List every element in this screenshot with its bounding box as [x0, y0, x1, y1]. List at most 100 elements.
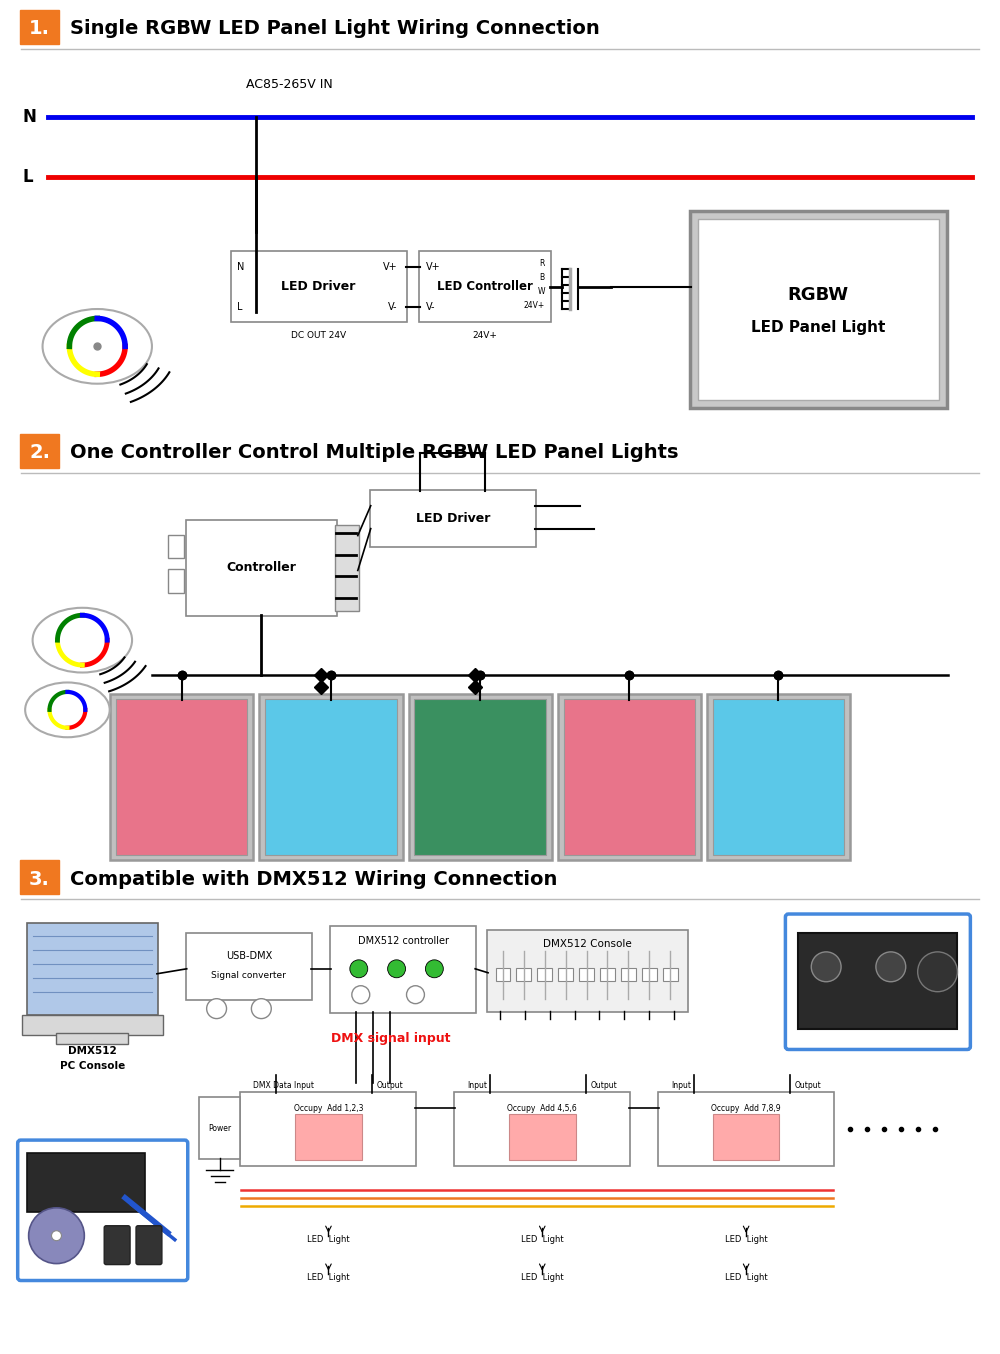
Text: LED Controller: LED Controller: [437, 280, 533, 292]
Text: Occupy  Add 4,5,6: Occupy Add 4,5,6: [507, 1104, 577, 1113]
FancyBboxPatch shape: [564, 699, 695, 856]
FancyBboxPatch shape: [496, 968, 510, 982]
Text: V+: V+: [383, 261, 398, 272]
Text: LED Driver: LED Driver: [416, 512, 490, 524]
Text: DMX512 Console: DMX512 Console: [543, 938, 632, 949]
FancyBboxPatch shape: [414, 699, 546, 856]
Text: DMX Data Input: DMX Data Input: [253, 1080, 314, 1090]
FancyBboxPatch shape: [419, 250, 551, 322]
Text: Input: Input: [671, 1080, 691, 1090]
Circle shape: [407, 986, 424, 1003]
FancyBboxPatch shape: [186, 933, 312, 999]
FancyBboxPatch shape: [259, 695, 403, 860]
FancyBboxPatch shape: [20, 860, 59, 894]
Circle shape: [388, 960, 406, 978]
FancyBboxPatch shape: [409, 695, 552, 860]
Circle shape: [29, 1208, 84, 1263]
FancyBboxPatch shape: [621, 968, 636, 982]
Circle shape: [876, 952, 906, 982]
FancyBboxPatch shape: [56, 1033, 128, 1044]
Text: One Controller Control Multiple RGBW LED Panel Lights: One Controller Control Multiple RGBW LED…: [70, 443, 679, 463]
Text: Occupy  Add 7,8,9: Occupy Add 7,8,9: [711, 1104, 781, 1113]
Text: PC Console: PC Console: [60, 1062, 125, 1071]
Text: Signal converter: Signal converter: [211, 971, 286, 980]
Text: LED  Light: LED Light: [521, 1273, 564, 1282]
Text: L: L: [237, 302, 243, 311]
Circle shape: [811, 952, 841, 982]
Text: Occupy  Add 1,2,3: Occupy Add 1,2,3: [294, 1104, 363, 1113]
FancyBboxPatch shape: [558, 968, 573, 982]
FancyBboxPatch shape: [698, 219, 939, 401]
Ellipse shape: [33, 608, 132, 673]
Text: V-: V-: [426, 302, 436, 311]
Text: USB-DMX: USB-DMX: [226, 951, 272, 961]
Circle shape: [350, 960, 368, 978]
Text: N: N: [23, 108, 37, 126]
Text: DMX signal input: DMX signal input: [331, 1032, 450, 1045]
Circle shape: [207, 999, 227, 1018]
FancyBboxPatch shape: [27, 923, 158, 1014]
Text: Output: Output: [591, 1080, 617, 1090]
Text: W: W: [537, 287, 545, 297]
FancyBboxPatch shape: [509, 1114, 576, 1160]
FancyBboxPatch shape: [487, 930, 688, 1011]
Text: Input: Input: [467, 1080, 487, 1090]
Text: LED  Light: LED Light: [307, 1273, 350, 1282]
FancyBboxPatch shape: [27, 1154, 145, 1212]
Text: LED  Light: LED Light: [725, 1273, 767, 1282]
Text: V-: V-: [388, 302, 398, 311]
Circle shape: [352, 986, 370, 1003]
FancyBboxPatch shape: [110, 695, 253, 860]
FancyBboxPatch shape: [186, 520, 337, 616]
FancyBboxPatch shape: [658, 1093, 834, 1166]
FancyBboxPatch shape: [240, 1093, 416, 1166]
FancyBboxPatch shape: [600, 968, 615, 982]
FancyBboxPatch shape: [136, 1225, 162, 1265]
FancyBboxPatch shape: [20, 9, 59, 43]
Text: Compatible with DMX512 Wiring Connection: Compatible with DMX512 Wiring Connection: [70, 869, 558, 888]
FancyBboxPatch shape: [335, 524, 359, 611]
FancyBboxPatch shape: [579, 968, 594, 982]
FancyBboxPatch shape: [454, 1093, 630, 1166]
FancyBboxPatch shape: [199, 1097, 240, 1159]
FancyBboxPatch shape: [642, 968, 657, 982]
Text: N: N: [237, 261, 245, 272]
Text: LED  Light: LED Light: [307, 1235, 350, 1244]
Text: DMX512: DMX512: [68, 1047, 117, 1056]
FancyBboxPatch shape: [785, 914, 970, 1049]
FancyBboxPatch shape: [168, 535, 184, 558]
Text: Controller: Controller: [226, 562, 296, 574]
FancyBboxPatch shape: [663, 968, 678, 982]
Text: LED  Light: LED Light: [521, 1235, 564, 1244]
Circle shape: [52, 1231, 61, 1240]
Text: Output: Output: [794, 1080, 821, 1090]
Text: LED Driver: LED Driver: [281, 280, 356, 292]
Text: 24V+: 24V+: [524, 301, 545, 310]
FancyBboxPatch shape: [20, 435, 59, 468]
FancyBboxPatch shape: [231, 250, 407, 322]
FancyBboxPatch shape: [707, 695, 850, 860]
Text: 24V+: 24V+: [473, 332, 498, 340]
FancyBboxPatch shape: [330, 926, 476, 1013]
Text: RGBW: RGBW: [788, 286, 849, 303]
Text: LED  Light: LED Light: [725, 1235, 767, 1244]
Text: AC85-265V IN: AC85-265V IN: [246, 79, 333, 91]
Text: Single RGBW LED Panel Light Wiring Connection: Single RGBW LED Panel Light Wiring Conne…: [70, 19, 600, 38]
FancyBboxPatch shape: [713, 1114, 779, 1160]
Text: 2.: 2.: [29, 443, 50, 463]
FancyBboxPatch shape: [265, 699, 397, 856]
Ellipse shape: [43, 309, 152, 383]
FancyBboxPatch shape: [295, 1114, 362, 1160]
Circle shape: [251, 999, 271, 1018]
FancyBboxPatch shape: [168, 570, 184, 593]
Text: 1.: 1.: [29, 19, 50, 38]
FancyBboxPatch shape: [104, 1225, 130, 1265]
FancyBboxPatch shape: [798, 933, 957, 1029]
Text: B: B: [540, 274, 545, 282]
FancyBboxPatch shape: [116, 699, 247, 856]
Circle shape: [918, 952, 957, 991]
Text: LED Panel Light: LED Panel Light: [751, 320, 885, 334]
Ellipse shape: [25, 682, 110, 737]
FancyBboxPatch shape: [713, 699, 844, 856]
FancyBboxPatch shape: [18, 1140, 188, 1281]
